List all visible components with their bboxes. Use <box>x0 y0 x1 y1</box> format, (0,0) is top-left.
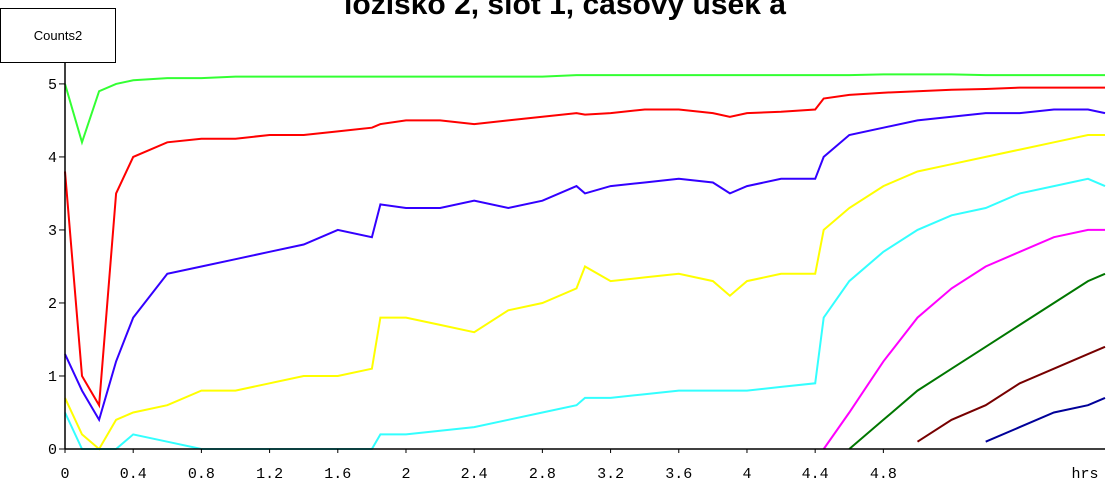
series-line <box>916 345 1106 443</box>
series-line <box>64 177 1106 450</box>
y-tick-label: 5 <box>48 77 57 94</box>
x-tick-label: 4 <box>742 466 751 483</box>
x-tick-label: 1.6 <box>324 466 351 483</box>
x-tick-label: 3.6 <box>665 466 692 483</box>
series-line <box>64 108 1106 423</box>
x-tick-label: 0.4 <box>120 466 147 483</box>
x-tick-label: 2 <box>401 466 410 483</box>
x-tick-label: 4.4 <box>802 466 829 483</box>
series-line <box>64 73 1105 146</box>
y-axis-label: Counts2 <box>34 28 82 43</box>
chart-title: ložisko 2, slot 1, časový úsek a <box>344 0 786 21</box>
x-axis-label: hrs <box>1071 466 1098 483</box>
series-line <box>64 134 1105 451</box>
series-line <box>64 86 1105 409</box>
x-tick-label: 4.8 <box>870 466 897 483</box>
y-tick-label: 4 <box>48 150 57 167</box>
x-tick-label: 0 <box>60 466 69 483</box>
x-tick-label: 2.8 <box>529 466 556 483</box>
y-tick-label: 0 <box>48 442 57 459</box>
series-line <box>822 228 1105 450</box>
x-tick-label: 1.2 <box>256 466 283 483</box>
y-tick-label: 2 <box>48 296 57 313</box>
y-tick-label: 3 <box>48 223 57 240</box>
x-tick-label: 0.8 <box>188 466 215 483</box>
x-tick-label: 3.2 <box>597 466 624 483</box>
series-line <box>985 396 1106 443</box>
series-line <box>848 272 1106 450</box>
x-tick-label: 2.4 <box>461 466 488 483</box>
y-label-box <box>0 8 116 63</box>
y-tick-label: 1 <box>48 369 57 386</box>
